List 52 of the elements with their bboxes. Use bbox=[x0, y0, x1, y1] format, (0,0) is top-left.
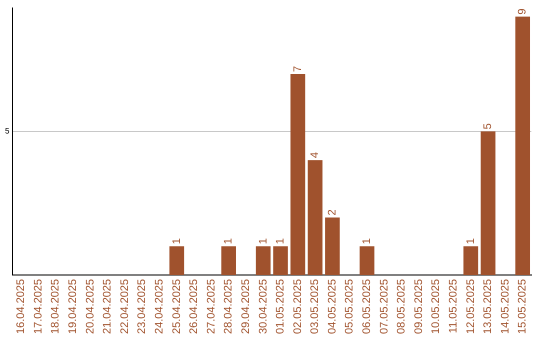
x-tick-label: 21.04.2025 bbox=[102, 278, 114, 334]
data-label: 1 bbox=[464, 238, 477, 244]
x-tick-label: 20.04.2025 bbox=[84, 278, 96, 334]
data-label: 2 bbox=[326, 209, 338, 216]
data-label: 1 bbox=[222, 238, 235, 244]
bar bbox=[221, 246, 236, 275]
x-tick-label: 06.05.2025 bbox=[361, 278, 374, 334]
data-label: 1 bbox=[170, 238, 183, 244]
bar bbox=[515, 16, 530, 275]
x-tick-label: 29.04.2025 bbox=[240, 278, 252, 334]
x-tick-label: 07.05.2025 bbox=[378, 278, 390, 334]
x-tick-label: 23.04.2025 bbox=[136, 278, 148, 334]
bar bbox=[169, 246, 184, 275]
x-tick-label: 17.04.2025 bbox=[32, 278, 44, 334]
data-label: 1 bbox=[274, 238, 287, 244]
x-tick-label: 08.05.2025 bbox=[396, 278, 408, 334]
bar bbox=[308, 160, 322, 275]
x-tick-label: 02.05.2025 bbox=[292, 278, 304, 334]
data-label: 1 bbox=[257, 238, 270, 244]
x-tick-label: 13.05.2025 bbox=[482, 278, 494, 334]
x-tick-label: 26.04.2025 bbox=[188, 278, 200, 334]
x-tick-label: 24.04.2025 bbox=[153, 278, 166, 334]
data-label: 7 bbox=[292, 66, 304, 72]
bar bbox=[290, 74, 306, 275]
x-tick-label: 15.05.2025 bbox=[516, 278, 529, 334]
bar bbox=[360, 246, 374, 275]
x-tick-label: 22.04.2025 bbox=[118, 278, 131, 334]
x-tick-label: 04.05.2025 bbox=[326, 278, 338, 334]
data-label: 1 bbox=[361, 238, 374, 244]
x-tick-label: 11.05.2025 bbox=[448, 278, 460, 334]
bar bbox=[256, 246, 271, 275]
x-tick-label: 03.05.2025 bbox=[309, 278, 322, 334]
x-tick-label: 10.05.2025 bbox=[430, 278, 442, 334]
x-tick-label: 19.04.2025 bbox=[67, 278, 80, 334]
x-tick-label: 01.05.2025 bbox=[274, 278, 287, 334]
x-tick-label: 28.04.2025 bbox=[222, 278, 235, 334]
bar bbox=[480, 131, 496, 275]
x-tick-label: 30.04.2025 bbox=[257, 278, 270, 334]
x-tick-label: 14.05.2025 bbox=[499, 278, 512, 334]
x-tick-label: 18.04.2025 bbox=[50, 278, 62, 334]
bar bbox=[463, 246, 478, 275]
x-tick-label: 05.05.2025 bbox=[344, 278, 356, 334]
data-label: 5 bbox=[482, 123, 494, 130]
x-tick-label: 09.05.2025 bbox=[412, 278, 425, 334]
x-tick-label: 27.04.2025 bbox=[205, 278, 218, 334]
bar bbox=[273, 246, 288, 275]
x-tick-label: 16.04.2025 bbox=[15, 278, 28, 334]
bar bbox=[325, 218, 340, 275]
data-label: 4 bbox=[309, 152, 322, 158]
x-tick-label: 25.04.2025 bbox=[170, 278, 183, 334]
data-label: 9 bbox=[516, 8, 529, 15]
x-tick-label: 12.05.2025 bbox=[464, 278, 477, 334]
